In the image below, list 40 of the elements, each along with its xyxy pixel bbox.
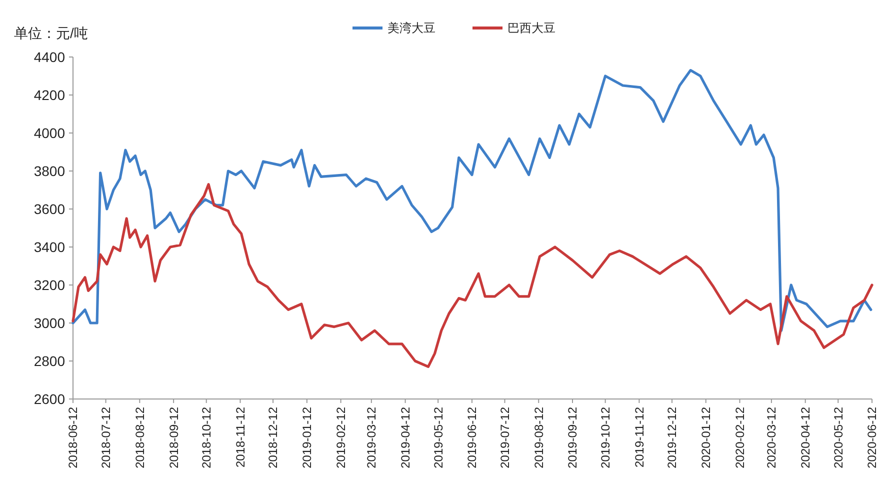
x-tick-label: 2019-11-12 bbox=[632, 406, 646, 468]
y-tick-label: 2800 bbox=[34, 352, 66, 369]
y-axis-title: 单位：元/吨 bbox=[14, 25, 88, 41]
line-series bbox=[72, 183, 874, 368]
y-tick-label: 3800 bbox=[34, 162, 66, 179]
x-tick-label: 2019-04-12 bbox=[398, 406, 412, 468]
x-tick-label: 2020-02-12 bbox=[732, 406, 747, 468]
y-tick-label: 4200 bbox=[34, 86, 66, 103]
x-tick-label: 2020-03-12 bbox=[764, 406, 779, 468]
x-tick-label: 2019-06-12 bbox=[465, 406, 480, 468]
x-tick-label: 2019-07-12 bbox=[498, 406, 512, 468]
x-tick-label: 2019-05-12 bbox=[431, 406, 446, 468]
x-tick-label: 2020-01-12 bbox=[699, 406, 714, 468]
x-tick-label: 2019-01-12 bbox=[300, 406, 314, 468]
x-tick-label: 2020-06-12 bbox=[865, 406, 880, 468]
x-tick-label: 2019-02-12 bbox=[334, 406, 348, 468]
x-tick-label: 2018-10-12 bbox=[200, 406, 214, 468]
y-tick-label: 3400 bbox=[34, 238, 66, 255]
x-tick-label: 2019-03-12 bbox=[364, 406, 379, 468]
y-tick-label: 4400 bbox=[34, 48, 66, 65]
y-tick-label: 2600 bbox=[34, 390, 66, 407]
y-tick-label: 3200 bbox=[34, 276, 66, 293]
x-tick-label: 2018-08-12 bbox=[132, 406, 147, 468]
x-tick-label: 2019-08-12 bbox=[532, 406, 546, 468]
x-tick-label: 2018-09-12 bbox=[166, 406, 181, 468]
x-tick-label: 2020-05-12 bbox=[831, 406, 846, 468]
legend-label: 美湾大豆 bbox=[388, 21, 436, 36]
x-tick-label: 2018-07-12 bbox=[98, 406, 113, 468]
x-tick-label: 2018-11-12 bbox=[233, 406, 248, 468]
x-tick-label: 2020-04-12 bbox=[798, 406, 813, 468]
x-tick-label: 2019-09-12 bbox=[566, 406, 580, 468]
x-tick-label: 2018-12-12 bbox=[266, 406, 280, 468]
x-tick-label: 2019-10-12 bbox=[598, 406, 612, 468]
x-tick-label: 2019-12-12 bbox=[665, 406, 680, 468]
line-series bbox=[72, 69, 872, 332]
y-tick-label: 4000 bbox=[34, 124, 66, 141]
y-tick-label: 3000 bbox=[34, 314, 66, 331]
legend-label: 巴西大豆 bbox=[508, 21, 556, 36]
x-tick-label: 2018-06-12 bbox=[66, 406, 80, 468]
y-tick-label: 3600 bbox=[34, 200, 66, 217]
